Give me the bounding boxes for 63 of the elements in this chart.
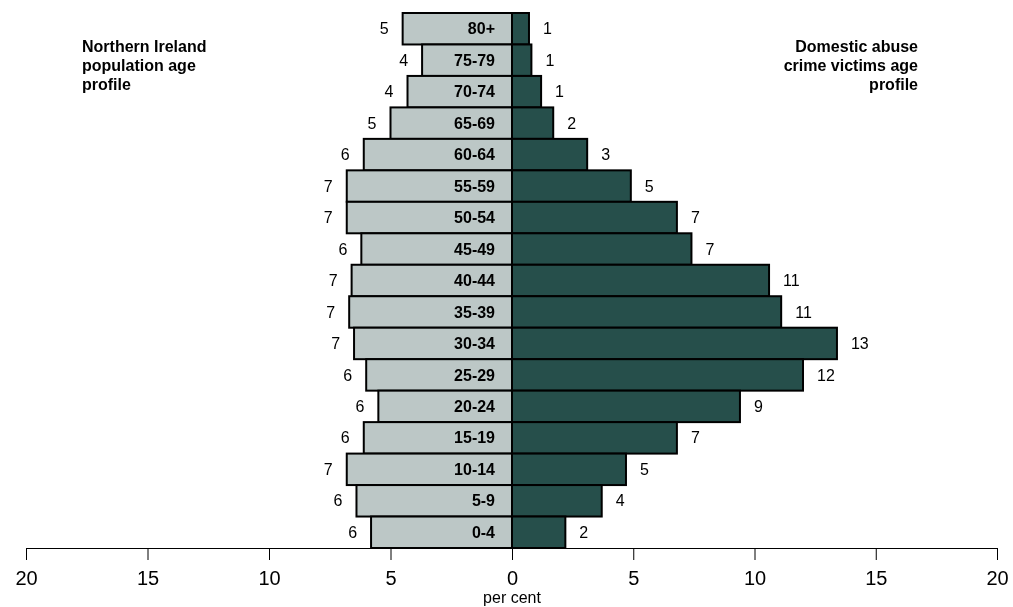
x-tick-label: 20 — [15, 567, 38, 589]
data-label: 6 — [333, 492, 343, 510]
x-tick-label: 15 — [865, 567, 888, 589]
data-label: 7 — [331, 335, 341, 353]
data-label: 7 — [690, 429, 700, 447]
data-label: 4 — [615, 492, 625, 510]
y-tick-label: 50-54 — [454, 209, 496, 227]
x-tick-label: 0 — [506, 567, 519, 589]
data-label: 7 — [705, 240, 715, 258]
x-tick-label: 5 — [385, 567, 397, 589]
data-label: 7 — [326, 303, 336, 321]
data-label: 1 — [555, 83, 565, 101]
x-tick-label: 15 — [136, 567, 160, 589]
x-tick-label: 20 — [986, 567, 1009, 589]
data-label: 13 — [850, 335, 869, 353]
y-tick-label: 25-29 — [454, 366, 496, 384]
data-label: 4 — [384, 83, 394, 101]
data-label: 6 — [355, 397, 365, 415]
y-tick-label: 15-19 — [454, 429, 496, 447]
data-label: 6 — [340, 146, 350, 164]
data-label: 5 — [639, 460, 649, 478]
text: Northern Ireland population age profile — [82, 38, 207, 94]
y-tick-label: 35-39 — [454, 303, 496, 321]
data-label: 6 — [348, 523, 358, 541]
data-label: 11 — [783, 272, 800, 290]
data-label: 7 — [323, 177, 333, 195]
y-tick-label: 45-49 — [454, 240, 496, 258]
data-label: 6 — [343, 366, 353, 384]
y-tick-label: 40-44 — [454, 272, 496, 290]
data-label: 6 — [338, 240, 348, 258]
y-tick-label: 80+ — [467, 20, 495, 38]
data-label: 2 — [567, 114, 577, 132]
y-tick-label: 55-59 — [454, 177, 496, 195]
x-axis-title: per cent — [483, 589, 542, 606]
data-label: 9 — [753, 397, 763, 415]
text: Domestic abuse crime victims age profile — [783, 38, 919, 94]
data-label: 1 — [542, 20, 552, 38]
y-tick-label: 75-79 — [454, 51, 496, 69]
y-tick-label: 10-14 — [454, 460, 496, 478]
x-tick-label: 10 — [258, 567, 281, 589]
data-label: 7 — [328, 272, 338, 290]
y-tick-label: 65-69 — [454, 114, 496, 132]
y-tick-label: 5-9 — [471, 492, 496, 510]
data-label: 3 — [601, 146, 611, 164]
data-label: 12 — [817, 366, 835, 384]
data-label: 6 — [340, 429, 350, 447]
data-label: 11 — [795, 303, 812, 321]
x-tick-label: 10 — [743, 567, 767, 589]
y-tick-label: 20-24 — [454, 397, 496, 415]
y-tick-label: 70-74 — [454, 83, 496, 101]
data-label: 1 — [545, 51, 555, 69]
data-label: 5 — [644, 177, 654, 195]
data-label: 7 — [323, 460, 333, 478]
data-label: 7 — [323, 209, 333, 227]
data-label: 2 — [579, 523, 589, 541]
y-tick-label: 0-4 — [471, 523, 496, 541]
data-label: 4 — [399, 51, 409, 69]
data-label: 5 — [379, 20, 389, 38]
data-label: 7 — [690, 209, 700, 227]
x-tick-label: 5 — [628, 567, 640, 589]
y-tick-label: 60-64 — [454, 146, 496, 164]
data-label: 5 — [367, 114, 377, 132]
y-tick-label: 30-34 — [454, 335, 496, 353]
